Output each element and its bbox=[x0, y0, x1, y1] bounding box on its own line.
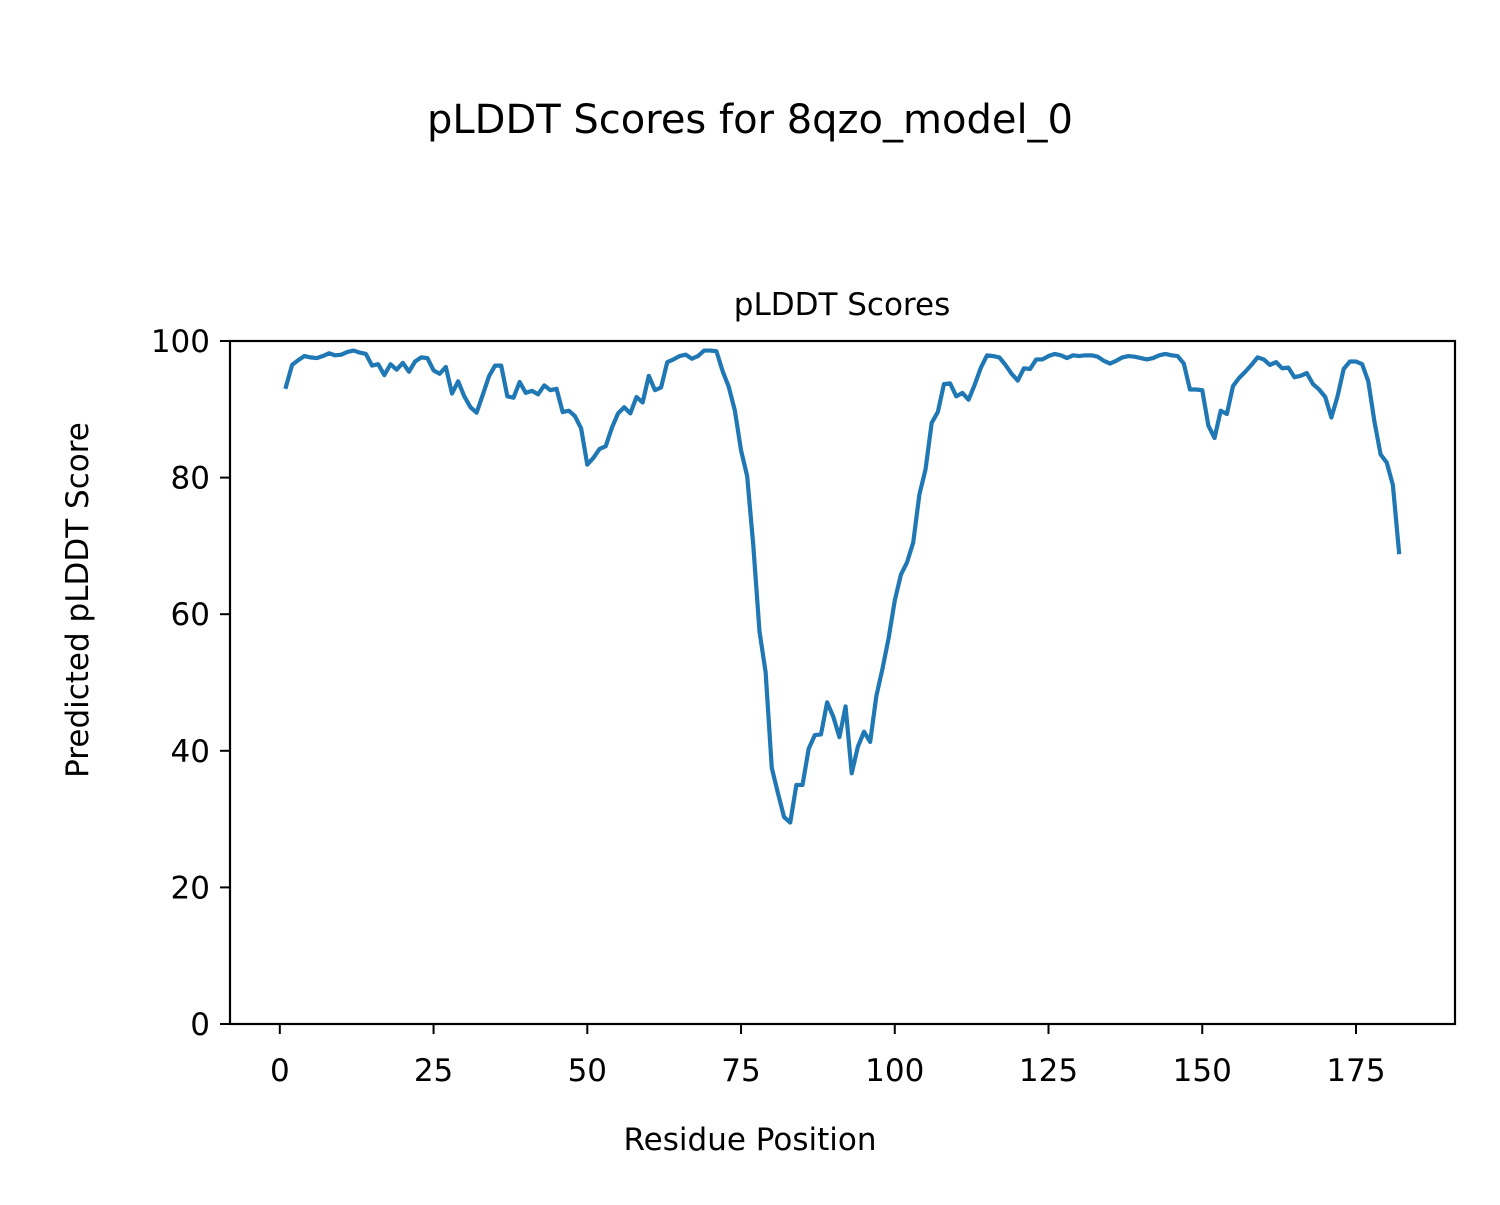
y-tick-label: 100 bbox=[151, 324, 210, 360]
axes-frame bbox=[228, 339, 1457, 1026]
x-tick-label: 150 bbox=[1173, 1053, 1232, 1089]
x-tick-label: 25 bbox=[414, 1053, 453, 1089]
x-axis-ticks: 0 25 50 75 100 125 150 175 bbox=[270, 1024, 1386, 1089]
y-tick-label: 40 bbox=[171, 734, 210, 770]
x-tick-label: 0 bbox=[270, 1053, 290, 1089]
x-tick-label: 175 bbox=[1326, 1053, 1385, 1089]
y-axis-ticks: 0 20 40 60 80 100 bbox=[151, 324, 230, 1043]
y-tick-label: 0 bbox=[190, 1007, 210, 1043]
y-tick-label: 80 bbox=[171, 461, 210, 497]
y-tick-label: 20 bbox=[171, 870, 210, 906]
plddt-series-line bbox=[283, 348, 1402, 825]
x-tick-label: 125 bbox=[1019, 1053, 1078, 1089]
x-axis-label: Residue Position bbox=[624, 1122, 877, 1158]
figure-suptitle: pLDDT Scores for 8qzo_model_0 bbox=[427, 97, 1073, 143]
axes-title: pLDDT Scores bbox=[734, 287, 950, 323]
y-axis-label: Predicted pLDDT Score bbox=[60, 422, 96, 778]
y-tick-label: 60 bbox=[171, 597, 210, 633]
x-tick-label: 75 bbox=[721, 1053, 760, 1089]
x-tick-label: 100 bbox=[865, 1053, 924, 1089]
x-tick-label: 50 bbox=[568, 1053, 607, 1089]
